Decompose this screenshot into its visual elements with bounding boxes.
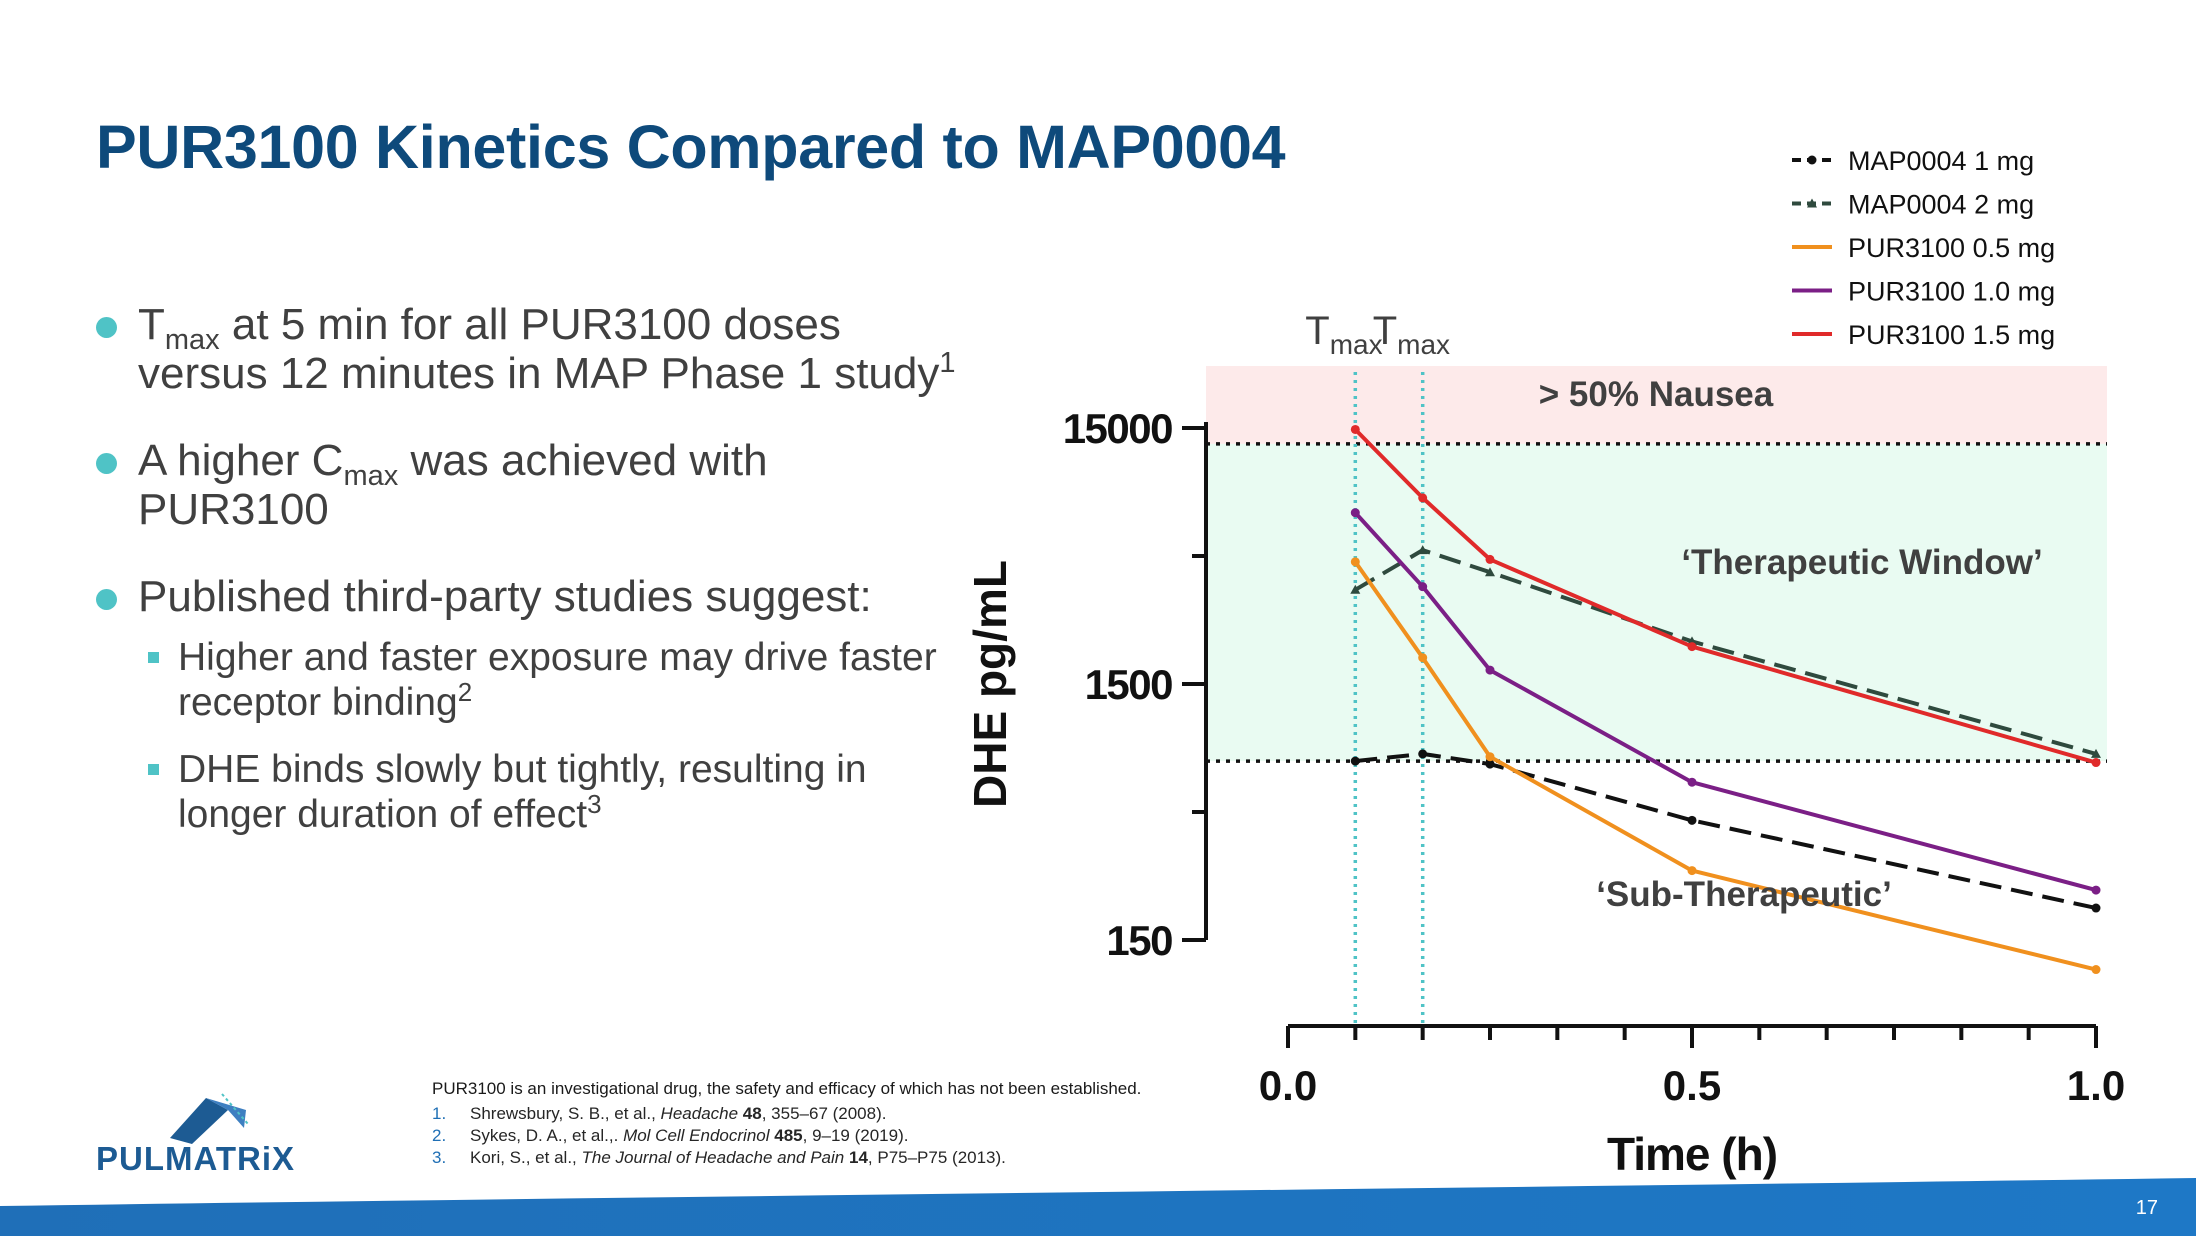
series-point	[1350, 424, 1360, 434]
bullet-list: Tmax at 5 min for all PUR3100 doses vers…	[96, 300, 956, 859]
legend-marker	[1807, 198, 1817, 208]
series-point	[2091, 903, 2101, 913]
sub-bullet-square-icon	[148, 764, 159, 775]
series-point	[1485, 752, 1495, 762]
y-tick-label: 15000	[1063, 405, 1172, 452]
sub-bullet-binding: DHE binds slowly but tightly, resulting …	[138, 747, 956, 837]
series-point	[1485, 665, 1495, 675]
reference-volume: 48	[742, 1104, 762, 1123]
bullet-dot-icon	[96, 317, 117, 338]
logo-text: PULMATRiX	[96, 1140, 296, 1177]
series-point	[1687, 642, 1697, 652]
region-label: ‘Sub-Therapeutic’	[1596, 875, 1892, 914]
reference-authors: Kori, S., et al.,	[470, 1148, 582, 1167]
reference-authors: Shrewsbury, S. B., et al.,	[470, 1104, 661, 1123]
region-label: > 50% Nausea	[1539, 375, 1774, 414]
tmax-label-sub: max	[1397, 329, 1450, 360]
x-tick-label: 0.5	[1663, 1062, 1721, 1109]
reference-list: 1. Shrewsbury, S. B., et al., Headache 48…	[430, 1103, 1230, 1169]
reference-volume: 14	[848, 1148, 868, 1167]
bullet-tmax: Tmax at 5 min for all PUR3100 doses vers…	[96, 300, 956, 398]
reference-pages: , 9–19 (2019).	[802, 1126, 909, 1145]
bullet-cmax: A higher Cmax was achieved with PUR3100	[96, 436, 956, 534]
sub-bullet-exposure-ref: 2	[457, 677, 473, 707]
sub-bullet-binding-ref: 3	[587, 789, 602, 819]
bullet-cmax-pre: A higher C	[138, 436, 344, 485]
y-axis-label: DHE pg/mL	[964, 560, 1016, 808]
tmax-label-sub: max	[1330, 329, 1383, 360]
bullet-studies: Published third-party studies suggest: H…	[96, 572, 956, 837]
bullet-dot-icon	[96, 589, 117, 610]
series-point	[1350, 756, 1360, 766]
series-point	[2091, 885, 2101, 895]
bullet-cmax-text: was achieved with PUR3100	[138, 436, 768, 534]
y-tick-label: 150	[1106, 917, 1172, 964]
bullet-studies-text: Published third-party studies suggest:	[138, 572, 872, 621]
reference-pages: , 355–67 (2008).	[761, 1104, 887, 1123]
series-point	[1418, 493, 1428, 503]
sub-bullet-binding-text: DHE binds slowly but tightly, resulting …	[178, 748, 867, 836]
page-number: 17	[2135, 1197, 2158, 1219]
y-tick-label: 1500	[1085, 661, 1173, 708]
legend-label: MAP0004 1 mg	[1848, 146, 2034, 176]
series-point	[1418, 749, 1428, 759]
reference-journal: The Journal of Headache and Pain	[581, 1148, 845, 1167]
bullet-tmax-text: at 5 min for all PUR3100 doses versus 12…	[138, 300, 940, 398]
series-point	[1485, 759, 1495, 769]
reference-volume: 485	[774, 1126, 803, 1145]
x-axis-label: Time (h)	[1607, 1128, 1777, 1180]
series-point	[1687, 866, 1697, 876]
series-point	[1687, 815, 1697, 825]
legend-label: PUR3100 1.0 mg	[1848, 277, 2055, 307]
footnotes: PUR3100 is an investigational drug, the …	[430, 1078, 1230, 1169]
reference-item: 2. Sykes, D. A., et al.,. Mol Cell Endocr…	[430, 1125, 1230, 1147]
bullet-tmax-t: T	[138, 300, 165, 349]
tmax-label: Tmax	[1373, 309, 1450, 360]
reference-pages: , P75–P75 (2013).	[867, 1148, 1006, 1167]
slide-title: PUR3100 Kinetics Compared to MAP0004	[96, 113, 1286, 181]
reference-number: 3.	[432, 1148, 447, 1167]
footer-bar	[0, 1178, 2196, 1236]
series-point	[1485, 567, 1495, 577]
reference-item: 3. Kori, S., et al., The Journal of Heada…	[430, 1147, 1230, 1169]
series-point	[1418, 582, 1428, 592]
legend-label: PUR3100 0.5 mg	[1848, 233, 2055, 263]
reference-item: 1. Shrewsbury, S. B., et al., Headache 48…	[430, 1103, 1230, 1125]
bullet-cmax-sub: max	[343, 460, 399, 492]
sub-bullet-square-icon	[148, 652, 159, 663]
bullet-tmax-ref: 1	[939, 347, 956, 379]
legend-marker	[1807, 155, 1817, 165]
x-tick-label: 0.0	[1259, 1062, 1317, 1109]
reference-authors: Sykes, D. A., et al.,.	[470, 1126, 624, 1145]
series-point	[2091, 748, 2101, 758]
series-point	[1350, 584, 1361, 594]
logo-mark-icon	[170, 1093, 249, 1144]
region-label: ‘Therapeutic Window’	[1681, 543, 2042, 582]
series-point	[1485, 554, 1495, 564]
series-point	[2091, 758, 2101, 768]
reference-journal: Headache	[660, 1104, 739, 1123]
series-point	[2091, 965, 2101, 975]
bullet-dot-icon	[96, 453, 117, 474]
series-point	[1687, 777, 1697, 787]
legend-label: PUR3100 1.5 mg	[1848, 320, 2055, 350]
series-point	[1418, 653, 1428, 663]
legend-label: MAP0004 2 mg	[1848, 190, 2034, 220]
tmax-label: Tmax	[1305, 309, 1382, 360]
series-point	[1350, 557, 1360, 567]
therapeutic-band	[1206, 443, 2107, 762]
company-logo: PULMATRiX	[96, 1088, 376, 1178]
x-tick-label: 1.0	[2067, 1062, 2125, 1109]
sub-bullet-exposure: Higher and faster exposure may drive fas…	[138, 635, 956, 725]
disclaimer-text: PUR3100 is an investigational drug, the …	[432, 1079, 1142, 1098]
series-point	[1417, 545, 1428, 555]
sub-bullet-list: Higher and faster exposure may drive fas…	[138, 635, 956, 837]
reference-number: 1.	[432, 1104, 447, 1123]
reference-number: 2.	[432, 1126, 447, 1145]
sub-bullet-exposure-text: Higher and faster exposure may drive fas…	[178, 636, 937, 724]
reference-journal: Mol Cell Endocrinol	[623, 1126, 770, 1145]
series-point	[1350, 508, 1360, 518]
